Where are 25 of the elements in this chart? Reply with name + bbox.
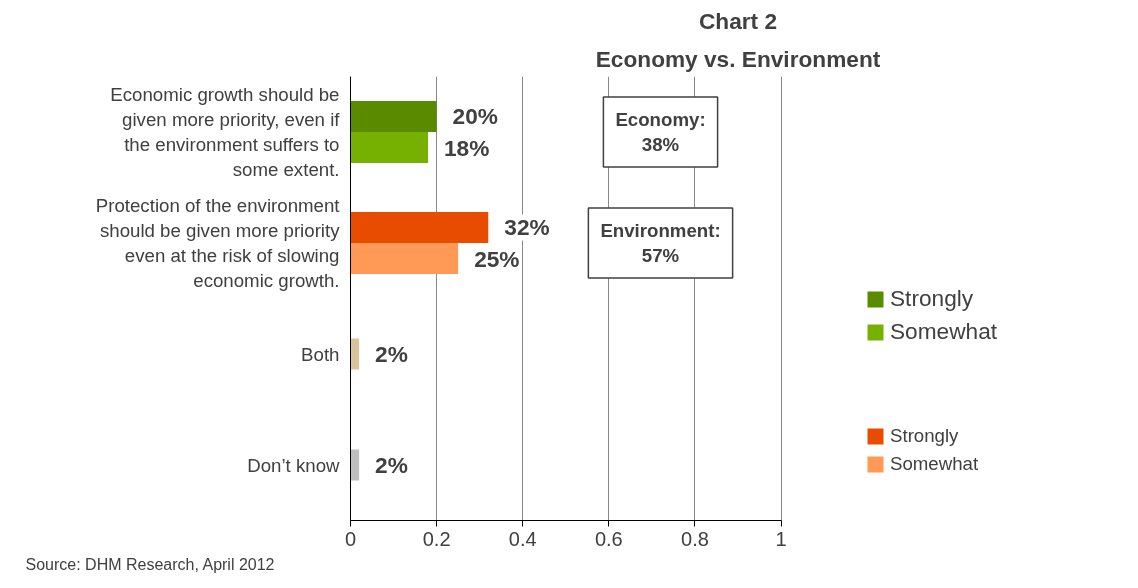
x-tick-label: 0.8: [681, 527, 709, 550]
source-note: Source: DHM Research, April 2012: [25, 555, 275, 573]
x-tick-label: 0: [344, 527, 357, 550]
data-label: 18%: [444, 134, 490, 161]
y-tick-label: Protection of the environment should be given more priority even at the risk of slowing economic growth.: [95, 194, 341, 292]
legend-label: Strongly: [890, 425, 959, 447]
x-tick-label: 0.2: [422, 527, 451, 550]
y-tick-label: Economic growth should be given more priority, even if the environment suffers to some extent.: [110, 83, 341, 181]
data-label: 25%: [474, 245, 520, 272]
x-tick-label: 0.6: [594, 527, 623, 550]
y-tick-label: Both: [301, 343, 340, 365]
chart-subtitle: Economy vs. Environment: [595, 45, 881, 72]
annotation: Economy: 38%: [615, 108, 706, 156]
x-tick-label: 0.4: [508, 527, 537, 550]
data-label: 2%: [375, 452, 408, 478]
legend-label: Somewhat: [890, 453, 979, 475]
chart-title: Chart 2: [698, 7, 778, 34]
data-label: 2%: [375, 341, 408, 367]
data-label: 20%: [452, 103, 498, 130]
annotation: Environment: 57%: [600, 219, 721, 267]
legend-label: Strongly: [890, 285, 974, 312]
legend-label: Somewhat: [890, 318, 998, 345]
data-label: 32%: [504, 214, 550, 241]
x-tick-label: 1: [775, 527, 787, 550]
y-tick-label: Don’t know: [247, 454, 341, 476]
